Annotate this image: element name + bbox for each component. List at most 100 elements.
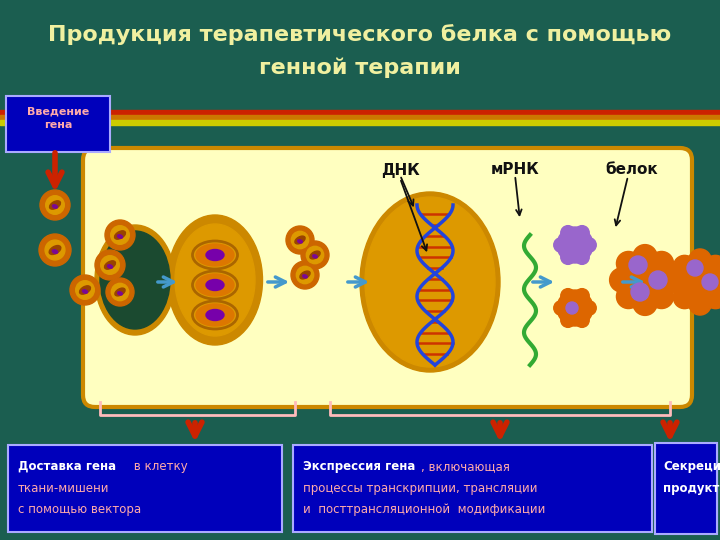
Text: , включающая: , включающая	[421, 460, 510, 473]
Circle shape	[689, 293, 711, 315]
Ellipse shape	[79, 286, 91, 294]
FancyBboxPatch shape	[293, 445, 652, 532]
Ellipse shape	[49, 246, 60, 254]
Circle shape	[45, 195, 64, 214]
Text: процессы транскрипции, трансляции: процессы транскрипции, трансляции	[303, 482, 538, 495]
Text: с помощью вектора: с помощью вектора	[18, 503, 141, 516]
FancyBboxPatch shape	[656, 445, 715, 532]
Circle shape	[561, 289, 575, 303]
Text: Введение
гена: Введение гена	[27, 106, 89, 130]
Bar	[0, 115, 720, 120]
Circle shape	[554, 301, 568, 315]
Ellipse shape	[53, 249, 58, 253]
Circle shape	[561, 250, 575, 265]
Circle shape	[673, 286, 696, 309]
Text: в клетку: в клетку	[130, 460, 188, 473]
Ellipse shape	[196, 304, 234, 326]
Ellipse shape	[312, 255, 318, 258]
Ellipse shape	[360, 192, 500, 372]
Text: Доставка гена: Доставка гена	[18, 460, 116, 473]
Circle shape	[616, 285, 641, 308]
Circle shape	[649, 252, 673, 275]
Ellipse shape	[206, 309, 224, 321]
Circle shape	[561, 226, 575, 240]
Circle shape	[711, 271, 720, 293]
Bar	[0, 120, 720, 125]
FancyBboxPatch shape	[655, 443, 717, 534]
Circle shape	[40, 190, 70, 220]
Bar	[0, 0, 720, 115]
Ellipse shape	[297, 240, 302, 243]
Circle shape	[575, 289, 589, 303]
Circle shape	[667, 271, 689, 293]
Circle shape	[649, 285, 673, 308]
Circle shape	[301, 241, 329, 269]
Ellipse shape	[104, 261, 115, 269]
Ellipse shape	[107, 265, 112, 268]
Circle shape	[561, 313, 575, 327]
Ellipse shape	[196, 274, 234, 296]
Text: генной терапии: генной терапии	[259, 58, 461, 78]
Circle shape	[554, 238, 568, 252]
Ellipse shape	[117, 292, 122, 295]
Circle shape	[297, 266, 314, 284]
Text: ДНК: ДНК	[381, 163, 419, 178]
Ellipse shape	[115, 288, 125, 296]
Circle shape	[45, 240, 65, 260]
Circle shape	[610, 268, 634, 292]
FancyBboxPatch shape	[658, 445, 717, 532]
Circle shape	[672, 254, 720, 310]
Circle shape	[76, 281, 94, 299]
FancyBboxPatch shape	[83, 148, 692, 407]
Circle shape	[704, 255, 720, 278]
Circle shape	[111, 226, 130, 244]
Circle shape	[582, 301, 596, 315]
Text: белок: белок	[606, 163, 658, 178]
Ellipse shape	[53, 205, 58, 208]
Circle shape	[106, 278, 134, 306]
Bar	[0, 110, 720, 115]
Circle shape	[575, 226, 589, 240]
Circle shape	[566, 302, 578, 314]
Circle shape	[101, 256, 120, 274]
Circle shape	[557, 227, 593, 263]
Text: Экспрессия гена: Экспрессия гена	[303, 460, 415, 473]
Circle shape	[673, 255, 696, 278]
Ellipse shape	[100, 231, 170, 329]
Ellipse shape	[117, 235, 122, 238]
Circle shape	[631, 283, 649, 301]
Circle shape	[95, 250, 125, 280]
Ellipse shape	[302, 275, 307, 278]
Text: продукта гена: продукта гена	[663, 482, 720, 495]
Circle shape	[657, 268, 680, 292]
Circle shape	[633, 245, 657, 268]
Ellipse shape	[114, 231, 125, 239]
Ellipse shape	[295, 236, 305, 244]
Text: и  посттрансляционной  модификации: и посттрансляционной модификации	[303, 503, 545, 516]
Ellipse shape	[95, 225, 175, 335]
Circle shape	[575, 250, 589, 265]
Circle shape	[70, 275, 100, 305]
Circle shape	[629, 256, 647, 274]
Circle shape	[39, 234, 71, 266]
Ellipse shape	[83, 289, 88, 293]
Ellipse shape	[206, 249, 224, 260]
Circle shape	[575, 313, 589, 327]
Ellipse shape	[206, 280, 224, 291]
Circle shape	[112, 284, 129, 301]
Circle shape	[704, 286, 720, 309]
Circle shape	[286, 226, 314, 254]
Circle shape	[615, 250, 675, 310]
Ellipse shape	[168, 215, 263, 345]
Circle shape	[291, 261, 319, 289]
Ellipse shape	[175, 224, 255, 336]
Text: ткани-мишени: ткани-мишени	[18, 482, 109, 495]
Ellipse shape	[196, 244, 234, 266]
Circle shape	[649, 271, 667, 289]
Text: мРНК: мРНК	[490, 163, 539, 178]
Circle shape	[687, 260, 703, 276]
FancyBboxPatch shape	[8, 445, 282, 532]
Circle shape	[292, 231, 309, 249]
Circle shape	[557, 290, 593, 326]
Circle shape	[702, 274, 718, 290]
